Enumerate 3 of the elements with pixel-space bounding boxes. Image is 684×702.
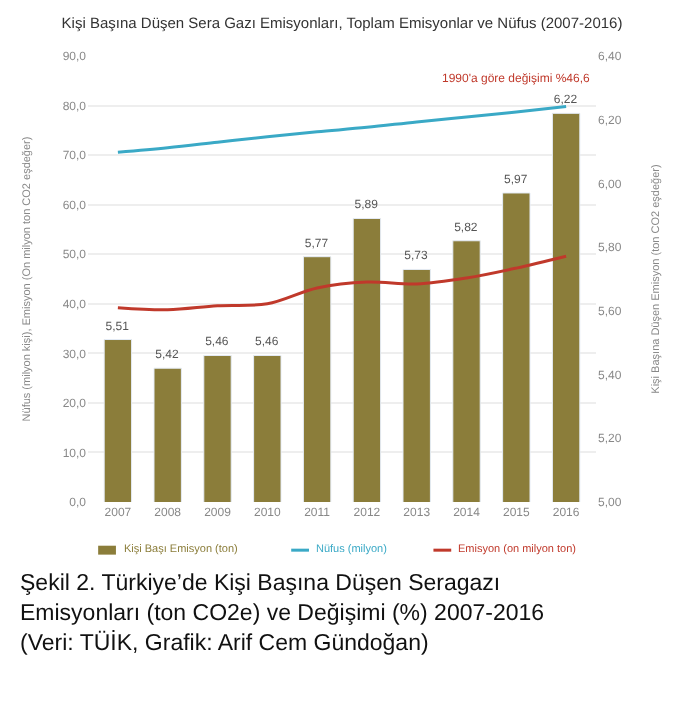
line-series	[116, 254, 568, 312]
line-series	[116, 105, 568, 154]
text: Şekil 2. Türkiye’de Kişi Başına Düşen Seragazı Emisyonları (ton CO2e) ve Değişimi (%) 2007-2016 (Veri: TÜİK, Grafik: Arif Cem Gündoğan)	[20, 572, 545, 656]
